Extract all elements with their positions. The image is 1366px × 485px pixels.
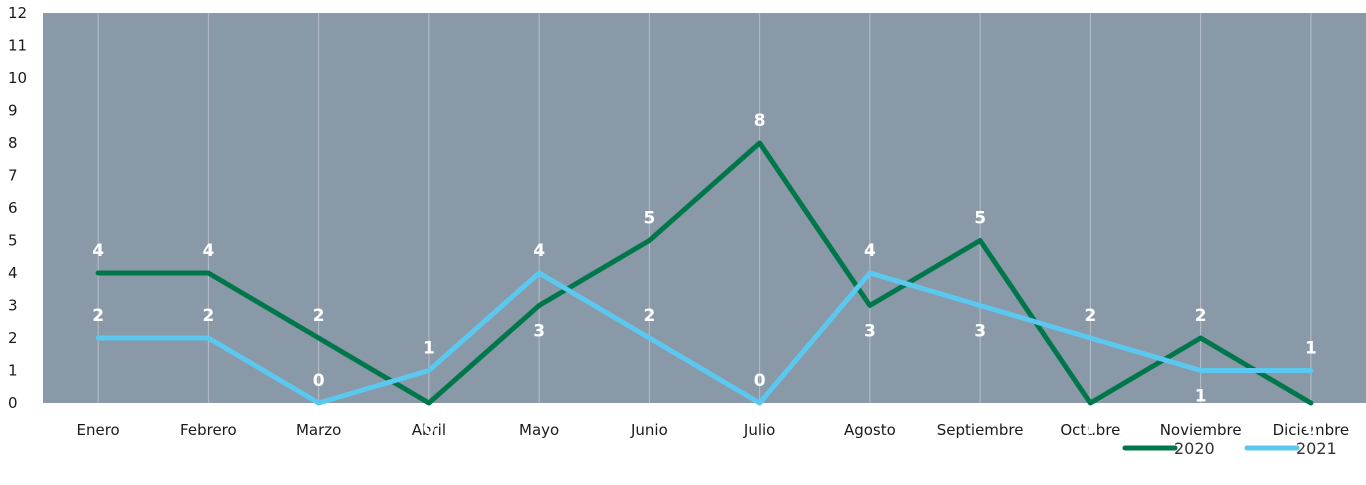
y-tick-label: 0 [8,394,18,412]
x-tick-label: Mayo [519,421,559,439]
data-label-2021: 2 [202,306,214,326]
x-tick-label: Abril [412,421,446,439]
data-label-2021: 1 [423,339,435,359]
y-tick-label: 8 [8,134,18,152]
data-label-2021: 4 [533,241,545,261]
data-label-2021: 3 [974,322,986,342]
x-tick-label: Febrero [180,421,237,439]
y-tick-label: 7 [8,167,18,185]
y-tick-label: 6 [8,199,18,217]
data-label-2021: 1 [1305,339,1317,359]
data-label-2021: 0 [313,371,325,391]
data-label-2020: 4 [202,241,214,261]
series-line-2021 [95,270,1314,406]
plot-area [43,13,1366,403]
data-label-2020: 8 [754,111,766,131]
y-tick-label: 11 [8,37,27,55]
x-tick-label: Julio [743,421,775,439]
x-tick-label: Agosto [844,421,896,439]
y-tick-label: 5 [8,232,18,250]
data-label-2021: 2 [92,306,104,326]
x-axis-ticks: Enero Febrero Marzo Abril Mayo Junio Julio Agos… [77,421,1350,439]
y-tick-label: 4 [8,264,18,282]
data-label-2020: 2 [1195,306,1207,326]
series-group [95,140,1314,406]
data-label-2021: 2 [643,306,655,326]
y-tick-label: 2 [8,329,18,347]
legend: 2020 2021 [1122,439,1337,458]
y-tick-label: 9 [8,102,18,120]
data-label-2020: 0 [1084,419,1096,439]
legend-label-2021: 2021 [1296,439,1337,458]
data-label-2020: 3 [533,322,545,342]
x-tick-label: Junio [630,421,668,439]
x-tick-label: Octubre [1060,421,1120,439]
x-tick-label: Marzo [296,421,341,439]
y-tick-label: 10 [8,69,27,87]
data-label-2020: 5 [974,209,986,229]
y-tick-label: 3 [8,297,18,315]
series-line-2020 [95,140,1314,406]
data-label-2020: 0 [1305,419,1317,439]
x-tick-label: Septiembre [937,421,1024,439]
x-tick-label: Enero [77,421,120,439]
data-label-2021: 4 [864,241,876,261]
y-tick-label: 12 [8,4,27,22]
data-label-2021: 2 [1084,306,1096,326]
data-label-2020: 2 [313,306,325,326]
data-label-2021: 1 [1195,387,1207,407]
data-label-2020: 3 [864,322,876,342]
data-labels: 4 4 2 0 3 5 8 3 5 0 2 0 2 2 0 1 4 2 0 4 3 2 1 1 [92,111,1317,439]
x-tick-label: Diciembre [1273,421,1350,439]
x-tick-label: Noviembre [1160,421,1242,439]
data-label-2021: 0 [754,371,766,391]
data-label-2020: 4 [92,241,104,261]
legend-label-2020: 2020 [1174,439,1215,458]
y-tick-label: 1 [8,362,18,380]
data-label-2020: 5 [643,209,655,229]
data-label-2020: 0 [423,419,435,439]
